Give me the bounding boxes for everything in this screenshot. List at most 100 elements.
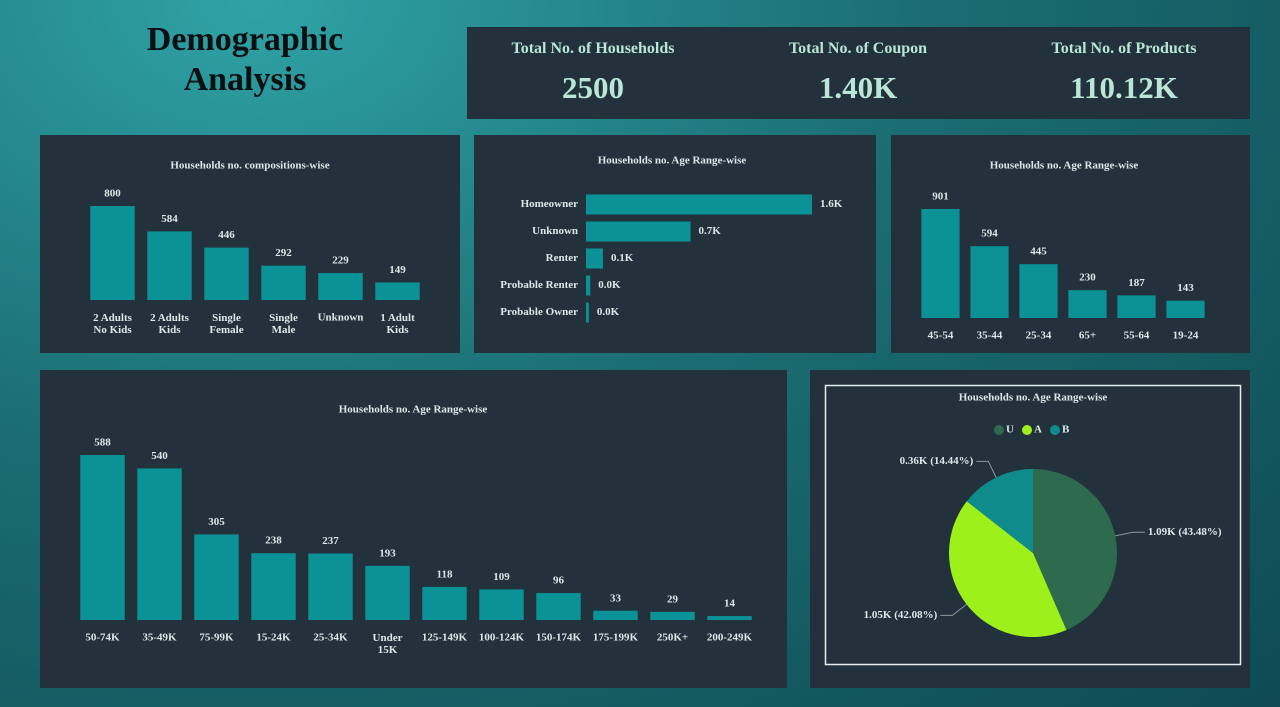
value-label: 0.0K: [598, 279, 621, 291]
bar: [1019, 264, 1058, 318]
x-tick-label: 45-54: [928, 330, 954, 342]
kpi: Total No. of Households 2500: [473, 40, 713, 106]
value-label: 292: [275, 247, 292, 259]
bar: [318, 273, 363, 300]
bar: [970, 246, 1009, 318]
bar: [147, 231, 192, 300]
bar: [586, 275, 591, 296]
bar: [586, 302, 589, 323]
x-tick-label: 35-44: [977, 330, 1003, 342]
value-label: 0.7K: [699, 225, 722, 237]
data-label: 0.36K (14.44%): [900, 455, 974, 467]
value-label: 109: [493, 571, 510, 583]
x-tick-label: 100-124K: [479, 632, 525, 644]
value-label: 143: [1177, 282, 1194, 294]
value-label: 446: [218, 229, 235, 241]
value-label: 118: [437, 568, 453, 580]
panel-border: [824, 384, 1242, 666]
panel: [474, 135, 876, 353]
x-tick-label: 19-24: [1173, 330, 1199, 342]
value-label: 540: [151, 450, 168, 462]
value-label: 29: [667, 593, 679, 605]
bar: [1117, 295, 1156, 318]
bar: [422, 586, 467, 620]
x-tick-label: 55-64: [1124, 330, 1150, 342]
bar: [536, 593, 581, 620]
y-tick-label: Renter: [546, 252, 578, 264]
chart-title: Households no. Age Range-wise: [990, 160, 1139, 172]
x-tick-label: 200-249K: [707, 632, 753, 644]
bar: [204, 247, 249, 300]
chart-title: Households no. Age Range-wise: [598, 155, 747, 167]
x-tick-label: 25-34: [1026, 330, 1052, 342]
legend-label: A: [1034, 424, 1042, 436]
x-tick-label: 250K+: [657, 632, 688, 644]
x-tick-label: 2 Adults No Kids: [93, 312, 133, 336]
x-tick-label: Unknown: [318, 312, 364, 324]
x-tick-label: 175-199K: [593, 632, 639, 644]
value-label: 0.1K: [611, 252, 634, 264]
value-label: 584: [161, 213, 178, 225]
x-tick-label: 75-99K: [199, 632, 234, 644]
value-label: 0.0K: [597, 306, 620, 318]
bar: [90, 206, 135, 300]
pie-slice: [1033, 469, 1117, 631]
value-label: 229: [332, 255, 349, 267]
x-tick-label: 2 Adults Kids: [150, 312, 190, 336]
bar: [375, 282, 420, 300]
leader-line: [940, 604, 967, 616]
bar: [650, 611, 695, 620]
bar: [251, 553, 296, 620]
kpi: Total No. of Products 110.12K: [1004, 40, 1244, 106]
y-tick-label: Probable Renter: [500, 279, 578, 291]
value-label: 445: [1030, 246, 1047, 258]
leader-line: [976, 460, 997, 478]
legend-swatch: [994, 425, 1004, 435]
bar: [1166, 300, 1205, 318]
data-label: 1.09K (43.48%): [1148, 526, 1222, 538]
kpi-label: Total No. of Products: [1051, 40, 1197, 57]
x-tick-label: 65+: [1079, 330, 1096, 342]
kpi-value: 2500: [562, 70, 624, 105]
bar: [137, 468, 182, 620]
bar: [194, 534, 239, 620]
x-tick-label: Single Male: [269, 312, 298, 336]
chart-title: Households no. Age Range-wise: [959, 392, 1108, 404]
value-label: 238: [265, 535, 282, 547]
value-label: 305: [208, 516, 225, 528]
x-tick-label: 35-49K: [142, 632, 177, 644]
value-label: 14: [724, 598, 736, 610]
bar: [586, 248, 603, 269]
kpi-value: 1.40K: [818, 70, 898, 105]
value-label: 800: [104, 188, 121, 200]
y-tick-label: Probable Owner: [500, 306, 578, 318]
value-label: 594: [981, 228, 998, 240]
bar: [707, 616, 752, 620]
bar: [261, 265, 306, 300]
x-tick-label: 15-24K: [256, 632, 291, 644]
value-label: 901: [932, 191, 949, 203]
pie-slice: [966, 469, 1033, 553]
value-label: 588: [94, 437, 111, 449]
legend-label: B: [1062, 424, 1070, 436]
legend-swatch: [1022, 425, 1032, 435]
bar: [593, 610, 638, 620]
value-label: 33: [610, 592, 622, 604]
chart-title: Households no. Age Range-wise: [339, 404, 488, 416]
kpi: Total No. of Coupon 1.40K: [738, 40, 978, 106]
leader-line: [1115, 531, 1145, 537]
value-label: 1.6K: [820, 198, 843, 210]
pie-slice: [948, 501, 1067, 638]
value-label: 187: [1128, 277, 1145, 289]
x-tick-label: 1 Adult Kids: [380, 312, 415, 336]
x-tick-label: 50-74K: [85, 632, 120, 644]
bar: [308, 553, 353, 620]
bar: [586, 221, 691, 242]
legend-label: U: [1006, 424, 1014, 436]
x-tick-label: 25-34K: [313, 632, 348, 644]
kpi-label: Total No. of Households: [511, 40, 675, 57]
y-tick-label: Homeowner: [521, 198, 579, 210]
x-tick-label: 125-149K: [422, 632, 468, 644]
